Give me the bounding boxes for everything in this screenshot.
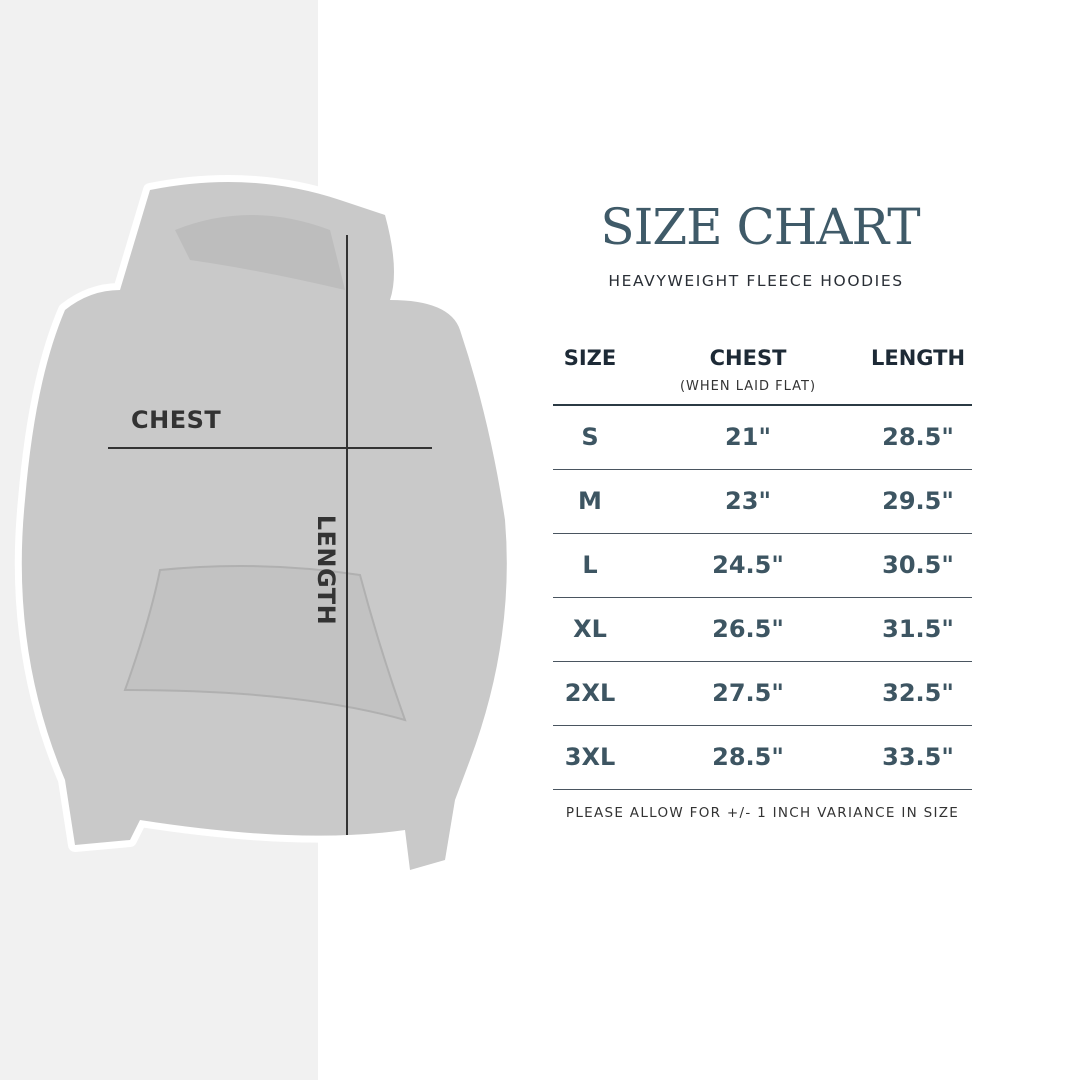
cell-chest: 23" [725,487,771,515]
header-chest: CHEST [709,346,787,370]
cell-chest: 21" [725,423,771,451]
cell-size: L [582,551,598,579]
cell-length: 33.5" [882,743,954,771]
header-length: LENGTH [870,346,966,370]
table-row: S 21" 28.5" [553,406,972,470]
size-table: SIZE CHEST (WHEN LAID FLAT) LENGTH S 21" 2… [553,340,972,790]
chest-label: CHEST [131,406,222,434]
cell-length: 29.5" [882,487,954,515]
header-chest-note: (WHEN LAID FLAT) [679,379,817,394]
header-size: SIZE [563,346,617,370]
cell-chest: 26.5" [712,615,784,643]
variance-note: PLEASE ALLOW FOR +/- 1 INCH VARIANCE IN … [565,805,960,821]
page-title: SIZE CHART [600,198,920,256]
cell-size: S [581,423,599,451]
subtitle: HEAVYWEIGHT FLEECE HOODIES [608,272,904,290]
table-row: 3XL 28.5" 33.5" [553,726,972,790]
cell-length: 32.5" [882,679,954,707]
hoodie-image [21,182,507,870]
cell-length: 28.5" [882,423,954,451]
cell-size: 2XL [564,679,616,707]
table-header: SIZE CHEST (WHEN LAID FLAT) LENGTH [553,340,972,406]
hoodie-body [21,182,507,870]
cell-size: M [578,487,602,515]
table-row: M 23" 29.5" [553,470,972,534]
cell-chest: 27.5" [712,679,784,707]
cell-size: 3XL [564,743,616,771]
cell-chest: 24.5" [712,551,784,579]
cell-length: 31.5" [882,615,954,643]
cell-size: XL [573,615,607,643]
table-row: XL 26.5" 31.5" [553,598,972,662]
length-label: LENGTH [312,514,340,626]
table-row: 2XL 27.5" 32.5" [553,662,972,726]
cell-length: 30.5" [882,551,954,579]
table-row: L 24.5" 30.5" [553,534,972,598]
cell-chest: 28.5" [712,743,784,771]
